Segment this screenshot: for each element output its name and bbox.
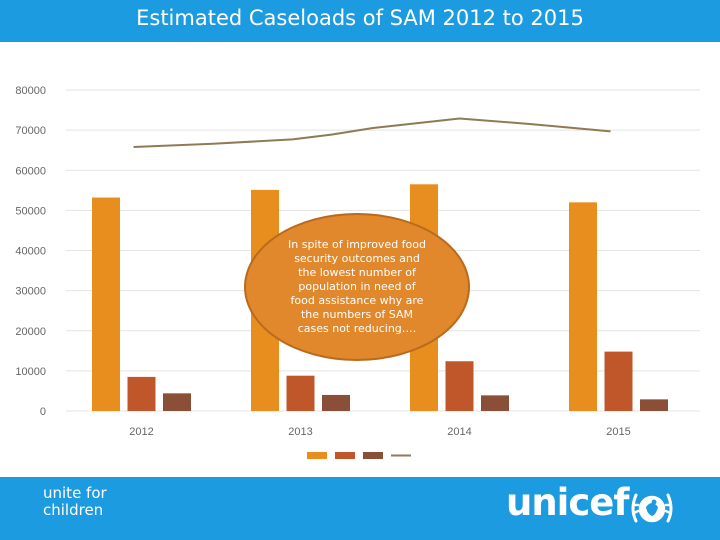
bar <box>92 197 120 411</box>
tagline-line: unite for <box>43 484 107 502</box>
y-tick-label: 20000 <box>15 326 46 338</box>
y-tick-labels: 0 10000 20000 30000 40000 50000 60000 70000 8000… <box>15 85 46 418</box>
callout-line: cases not reducing…. <box>297 322 417 335</box>
x-tick-labels: 2012 2013 2014 2015 <box>129 426 630 438</box>
callout-line: population in need of <box>298 280 416 293</box>
bar <box>127 376 156 411</box>
y-tick-label: 0 <box>40 406 46 418</box>
x-tick-label: 2014 <box>447 426 471 438</box>
bar <box>604 351 633 411</box>
y-tick-label: 50000 <box>15 205 46 217</box>
x-tick-label: 2015 <box>606 426 630 438</box>
y-tick-label: 40000 <box>15 246 46 258</box>
page-title: Estimated Caseloads of SAM 2012 to 2015 <box>136 6 584 30</box>
bar <box>163 393 191 411</box>
y-tick-label: 70000 <box>15 125 46 137</box>
bar <box>286 375 315 411</box>
chart-legend <box>307 452 411 459</box>
callout-line: the lowest number of <box>298 266 416 279</box>
bar <box>322 394 350 411</box>
y-tick-label: 60000 <box>15 165 46 177</box>
footer-bar: unite for children unicef <box>0 477 720 540</box>
bar <box>445 361 474 411</box>
bar <box>640 399 668 411</box>
bar <box>481 395 509 411</box>
caseload-chart: 0 10000 20000 30000 40000 50000 60000 70000 8000… <box>15 85 700 459</box>
trend-line <box>133 117 611 148</box>
callout-line: the numbers of SAM <box>300 308 413 321</box>
title-bar: Estimated Caseloads of SAM 2012 to 2015 <box>0 0 720 42</box>
callout-line: security outcomes and <box>294 252 420 265</box>
callout-text: In spite of improved food security outco… <box>267 238 447 336</box>
legend-swatch <box>363 452 383 459</box>
unicef-logo-text: unicef <box>506 481 629 524</box>
chart-bars <box>92 184 668 411</box>
unicef-emblem-icon <box>631 493 673 524</box>
x-tick-label: 2012 <box>129 426 153 438</box>
y-tick-label: 30000 <box>15 286 46 298</box>
tagline-line: children <box>43 501 104 519</box>
tagline: unite for children <box>43 485 107 519</box>
callout-line: In spite of improved food <box>288 238 426 251</box>
callout-line: food assistance why are <box>290 294 424 307</box>
x-tick-label: 2013 <box>288 426 312 438</box>
y-tick-label: 10000 <box>15 366 46 378</box>
callout-ellipse: In spite of improved food security outco… <box>244 213 470 361</box>
trend-line-series <box>133 117 611 148</box>
bar <box>569 202 597 411</box>
legend-swatch <box>335 452 355 459</box>
legend-swatch <box>307 452 327 459</box>
y-tick-label: 80000 <box>15 85 46 97</box>
